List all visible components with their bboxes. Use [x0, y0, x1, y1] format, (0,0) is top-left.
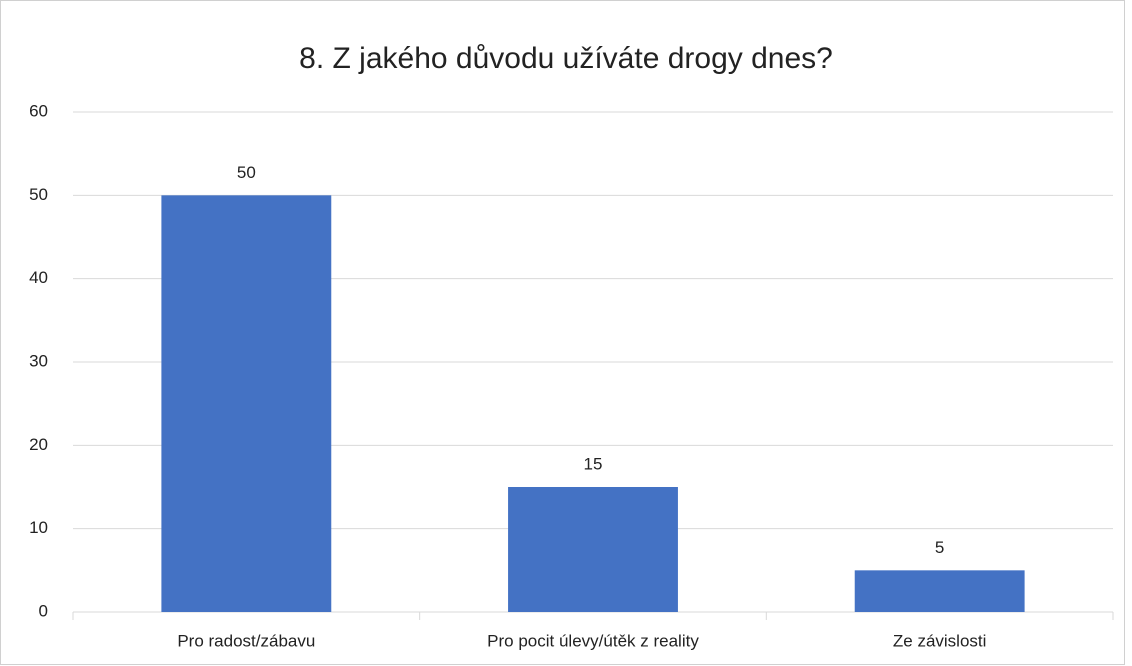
data-label: 50 — [237, 163, 256, 182]
data-label: 5 — [935, 538, 944, 557]
bar — [854, 570, 1025, 612]
y-tick-label: 60 — [29, 101, 48, 120]
y-tick-label: 30 — [29, 351, 48, 370]
bar — [161, 195, 332, 613]
y-tick-label: 20 — [29, 435, 48, 454]
x-tick-label: Ze závislosti — [893, 631, 987, 650]
y-tick-label: 10 — [29, 518, 48, 537]
data-label: 15 — [584, 454, 603, 473]
x-tick-label: Pro radost/zábavu — [177, 631, 315, 650]
y-tick-label: 40 — [29, 268, 48, 287]
y-tick-label: 0 — [39, 601, 48, 620]
x-tick-label: Pro pocit úlevy/útěk z reality — [487, 631, 699, 650]
bar — [508, 487, 678, 612]
y-tick-label: 50 — [29, 185, 48, 204]
chart-title: 8. Z jakého důvodu užíváte drogy dnes? — [299, 42, 833, 75]
